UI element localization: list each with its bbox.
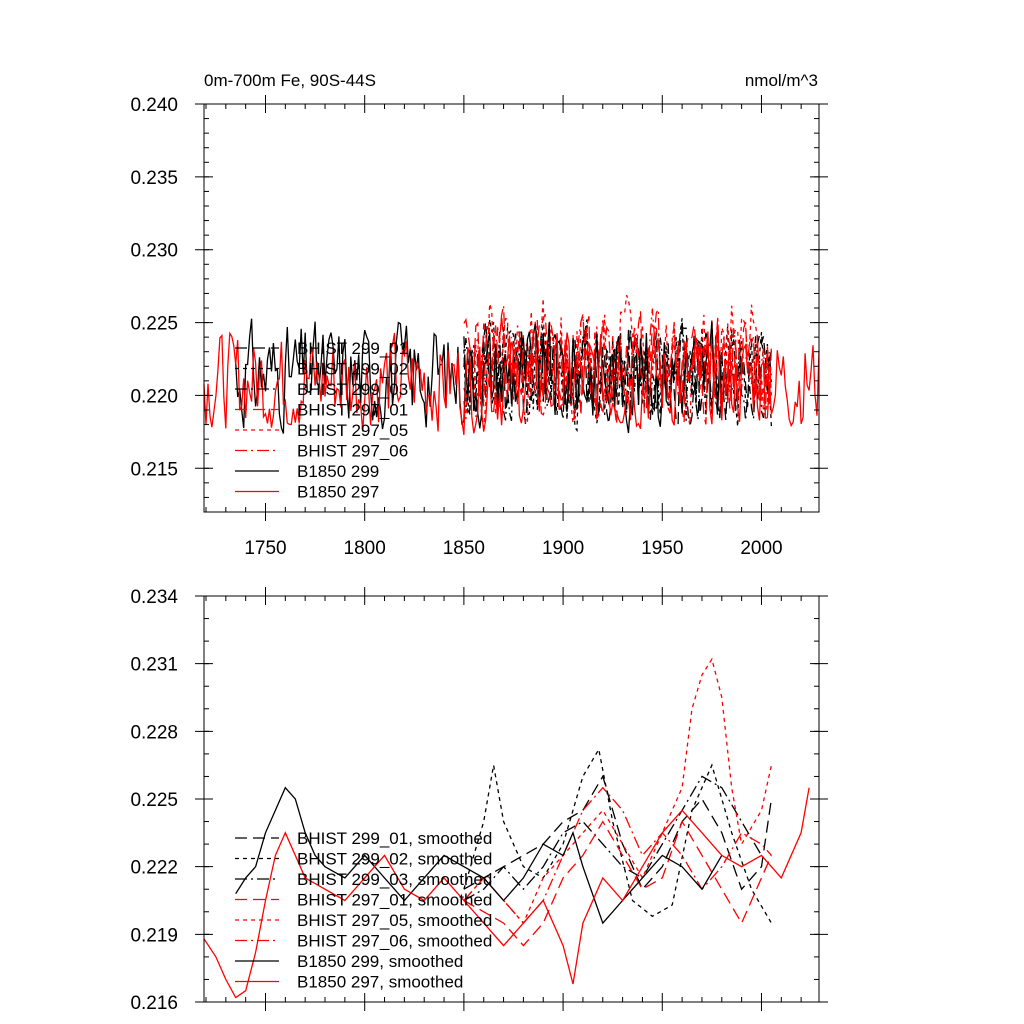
legend-label: BHIST 299_03, smoothed: [297, 870, 492, 889]
legend-label: B1850 299: [297, 462, 379, 481]
series-line-bottom-0: [463, 774, 773, 891]
bottom-axes: 0.216 0.219 0.222 0.225 0.228 0.231 0.234: [130, 587, 828, 1014]
legend-label: BHIST 299_02: [297, 360, 408, 379]
series-line-bottom-5: [463, 786, 772, 925]
y-tick-label: 0.231: [130, 655, 178, 676]
y-tick-label: 0.216: [130, 993, 178, 1014]
x-tick-label: 1800: [344, 538, 386, 559]
top-axes: 1750 1800 1850 1900 1950 2000 0.215 0.220 0.225 0…: [130, 95, 828, 559]
y-tick-label: 0.240: [130, 95, 178, 116]
y-tick-label: 0.235: [130, 168, 178, 189]
legend-label: BHIST 299_02, smoothed: [297, 850, 492, 869]
bottom-legend: BHIST 299_01, smoothed BHIST 299_02, smoo…: [235, 829, 492, 992]
x-tick-label: 1900: [542, 538, 584, 559]
legend-label: BHIST 297_01, smoothed: [297, 891, 492, 910]
top-chart: 0m-700m Fe, 90S-44S nmol/m^3 1750 1800 185…: [130, 71, 828, 559]
legend-label: BHIST 297_01: [297, 401, 408, 420]
y-tick-label: 0.228: [130, 722, 178, 743]
series-line-bottom-2: [463, 775, 763, 902]
series-line-top-7: [203, 326, 820, 435]
top-chart-units: nmol/m^3: [745, 71, 818, 90]
series-line-bottom-3: [463, 820, 772, 947]
x-tick-label: 1950: [641, 538, 683, 559]
y-tick-label: 0.219: [130, 925, 178, 946]
top-chart-title: 0m-700m Fe, 90S-44S: [204, 71, 376, 90]
y-tick-label: 0.225: [130, 790, 178, 811]
legend-label: BHIST 299_01, smoothed: [297, 829, 492, 848]
series-line-bottom-4: [463, 657, 773, 925]
x-tick-label: 2000: [740, 538, 782, 559]
y-tick-label: 0.230: [130, 241, 178, 262]
top-series-group: [203, 294, 820, 435]
y-tick-label: 0.234: [130, 587, 178, 608]
y-tick-label: 0.215: [130, 459, 178, 480]
legend-label: BHIST 297_06: [297, 442, 408, 461]
y-tick-label: 0.220: [130, 386, 178, 407]
series-line-bottom-1: [463, 747, 772, 924]
legend-label: B1850 297, smoothed: [297, 973, 463, 992]
series-line-bottom-7: [203, 787, 810, 999]
legend-label: BHIST 299_01: [297, 339, 408, 358]
legend-label: B1850 297: [297, 483, 379, 502]
legend-label: BHIST 297_06, smoothed: [297, 932, 492, 951]
bottom-series-group: [203, 657, 810, 999]
legend-label: BHIST 297_05: [297, 421, 408, 440]
x-tick-label: 1750: [244, 538, 286, 559]
y-tick-label: 0.225: [130, 314, 178, 335]
x-tick-label: 1850: [443, 538, 485, 559]
legend-label: BHIST 299_03: [297, 380, 408, 399]
legend-label: B1850 299, smoothed: [297, 952, 463, 971]
bottom-chart: 0.216 0.219 0.222 0.225 0.228 0.231 0.234 BHIS…: [130, 587, 828, 1014]
legend-label: BHIST 297_05, smoothed: [297, 911, 492, 930]
y-tick-label: 0.222: [130, 858, 178, 879]
